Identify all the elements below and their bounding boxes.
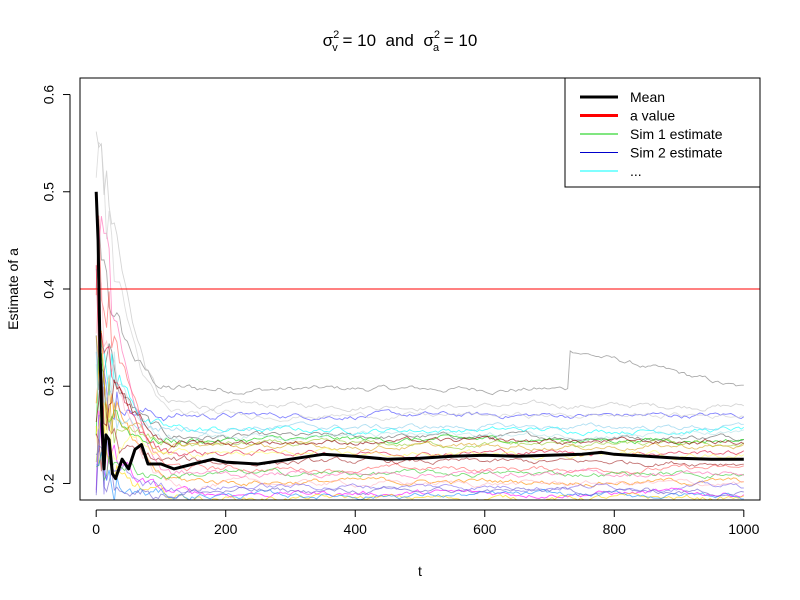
y-tick-label: 0.5 (41, 182, 57, 202)
sim-series-line (96, 451, 744, 500)
legend-label: a value (630, 108, 675, 124)
title-sigma-a: σ (423, 31, 434, 50)
sim-series-line (95, 444, 744, 500)
sim-series-line (95, 330, 744, 488)
x-tick-label: 800 (603, 521, 627, 537)
title-sigma-a-sup: 2 (434, 29, 440, 41)
x-axis: 0 200 400 600 800 1000 (92, 509, 760, 537)
sim-series-line (95, 282, 744, 492)
title-sigma-v-sub: v (332, 42, 338, 54)
y-tick-label: 0.6 (41, 85, 57, 105)
chart-title: σ2 v = 10 and σ2 a = 10 (323, 29, 478, 54)
legend: Mean a value Sim 1 estimate Sim 2 estimate.… (564, 77, 761, 188)
x-tick-label: 400 (344, 521, 368, 537)
sim-series-line (95, 414, 744, 495)
sim-series-line (95, 219, 744, 396)
sim-series-line (95, 351, 744, 435)
sim-series-line (95, 265, 745, 459)
sim-series-line (95, 349, 744, 446)
x-tick-label: 1000 (728, 521, 759, 537)
title-sigma-a-value: = 10 (439, 31, 477, 50)
y-tick-label: 0.3 (41, 376, 57, 396)
plot-frame (79, 77, 761, 501)
x-axis-label: t (418, 563, 422, 579)
sim-series-line (95, 452, 744, 482)
sim-series-line (95, 131, 745, 412)
sim-series-line (95, 268, 745, 437)
legend-label: Sim 1 estimate (630, 126, 723, 142)
sim-series-line (95, 351, 744, 444)
y-axis: 0.2 0.3 0.4 0.5 0.6 (41, 85, 71, 494)
sim-series-line (95, 380, 745, 462)
mean-series-line (94, 191, 744, 481)
y-tick-label: 0.2 (41, 474, 57, 494)
sim-series-line (95, 371, 745, 456)
sim-series-line (95, 402, 745, 461)
title-sigma-v-sup: 2 (333, 29, 339, 41)
title-sigma-v-value: = 10 and (338, 31, 424, 50)
sim-series-line (95, 424, 744, 500)
y-tick-label: 0.4 (41, 279, 57, 299)
sim-series-line (95, 191, 744, 480)
legend-label: Sim 2 estimate (630, 145, 723, 161)
sim-series-line (95, 335, 745, 455)
sim-series-line (95, 215, 744, 475)
title-sigma-v: σ (323, 31, 334, 50)
y-axis-label: Estimate of a (5, 248, 21, 330)
mean-layer (94, 191, 744, 481)
simulation-lines (95, 131, 745, 500)
legend-label: ... (630, 163, 642, 179)
sim-series-line (95, 141, 744, 423)
sim-series-line (95, 363, 745, 448)
x-tick-label: 600 (473, 521, 497, 537)
x-tick-label: 200 (214, 521, 238, 537)
legend-label: Mean (630, 89, 665, 105)
sim-series-line (95, 335, 745, 442)
title-sigma-a-sub: a (433, 42, 440, 54)
x-tick-label: 0 (92, 521, 100, 537)
